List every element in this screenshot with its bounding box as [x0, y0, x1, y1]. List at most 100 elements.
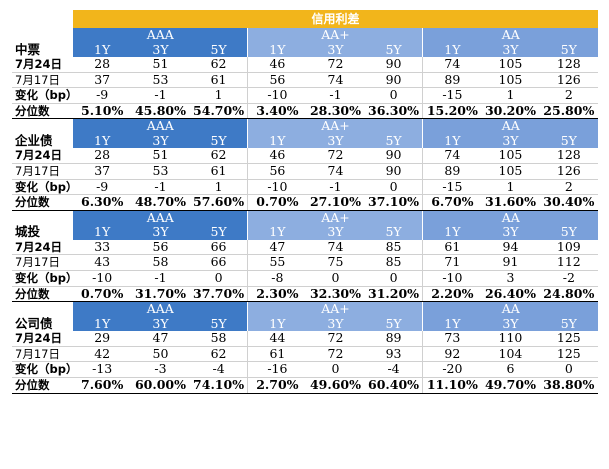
- tenor-header: 3Y: [306, 316, 365, 332]
- table-row: 变化（bp） -10 -1 0 -8 0 0 -10 3 -2: [12, 270, 599, 287]
- table-cell: 74: [306, 72, 365, 89]
- tenor-header: 5Y: [189, 316, 248, 332]
- table-cell: -16: [247, 361, 307, 378]
- table-cell: 1: [189, 87, 248, 104]
- tenor-header: 1Y: [422, 225, 482, 240]
- table-cell: 128: [539, 57, 599, 73]
- table-cell: 37.70%: [189, 286, 248, 303]
- tenor-header: 5Y: [189, 225, 248, 240]
- table-cell: 51: [131, 148, 190, 164]
- table-cell: 85: [364, 239, 423, 256]
- table-cell: 6.70%: [422, 194, 482, 211]
- tenor-header: 1Y: [73, 42, 132, 57]
- table-cell: 105: [481, 163, 540, 180]
- tenor-header: 5Y: [189, 133, 248, 149]
- tenor-header: 1Y: [247, 133, 307, 149]
- table-cell: 2.70%: [247, 377, 307, 394]
- tenor-header: 3Y: [306, 225, 365, 240]
- table-cell: 0: [364, 270, 423, 287]
- table-cell: 128: [539, 148, 599, 164]
- section-name: 企业债: [15, 132, 53, 148]
- table-cell: 89: [422, 72, 482, 89]
- table-cell: 126: [539, 163, 599, 180]
- table-cell: 0: [364, 87, 423, 104]
- tenor-header: 3Y: [131, 225, 190, 240]
- table-cell: 37: [73, 163, 132, 180]
- table-cell: 0: [539, 361, 599, 378]
- credit-spread-table-container: 信用利差 中票 AAA AA+ AA 1Y 3Y 5Y 1Y 3Y 5Y 1Y 3Y 5Y 7月24日 28…: [12, 10, 599, 394]
- table-cell: 74: [306, 239, 365, 256]
- table-cell: 89: [364, 331, 423, 347]
- table-cell: 73: [422, 331, 482, 347]
- table-cell: -8: [247, 270, 307, 287]
- table-cell: 32.30%: [306, 286, 365, 303]
- table-cell: -4: [364, 361, 423, 378]
- table-cell: -3: [131, 361, 190, 378]
- table-cell: -2: [539, 270, 599, 287]
- table-cell: 46: [247, 57, 307, 73]
- table-cell: 89: [422, 163, 482, 180]
- tenor-header-row: 1Y 3Y 5Y 1Y 3Y 5Y 1Y 3Y 5Y: [12, 316, 599, 332]
- table-cell: 47: [247, 239, 307, 256]
- rating-group-header: AA: [422, 210, 599, 226]
- section-header-row: 中票 AAA AA+ AA: [12, 28, 599, 56]
- table-cell: 30.40%: [539, 194, 599, 211]
- table-cell: 74: [422, 148, 482, 164]
- table-cell: 49.60%: [306, 377, 365, 394]
- table-cell: 47: [131, 331, 190, 347]
- table-cell: 29: [73, 331, 132, 347]
- table-cell: 28: [73, 148, 132, 164]
- table-row: 7月17日 43 58 66 55 75 85 71 91 112: [12, 254, 599, 271]
- rating-group-header: AAA: [73, 210, 248, 226]
- table-cell: 56: [247, 163, 307, 180]
- table-cell: 104: [481, 346, 540, 363]
- table-cell: 38.80%: [539, 377, 599, 394]
- tenor-header: 5Y: [364, 225, 423, 240]
- rating-group-header: AA: [422, 301, 599, 317]
- table-cell: -15: [422, 87, 482, 104]
- table-cell: 74.10%: [189, 377, 248, 394]
- table-row: 分位数 0.70% 31.70% 37.70% 2.30% 32.30% 31.20% 2.2…: [12, 286, 599, 303]
- table-cell: 25.80%: [539, 103, 599, 120]
- table-row: 变化（bp） -9 -1 1 -10 -1 0 -15 1 2: [12, 179, 599, 196]
- table-cell: 0: [306, 361, 365, 378]
- tenor-header: 5Y: [364, 133, 423, 149]
- row-label: 7月24日: [12, 331, 73, 347]
- table-cell: 90: [364, 148, 423, 164]
- table-cell: 72: [306, 57, 365, 73]
- table-cell: 66: [189, 254, 248, 271]
- table-cell: 72: [306, 331, 365, 347]
- table-cell: 105: [481, 148, 540, 164]
- table-row: 分位数 6.30% 48.70% 57.60% 0.70% 27.10% 37.10% 6.7…: [12, 194, 599, 211]
- tenor-header: 1Y: [73, 133, 132, 149]
- table-row: 变化（bp） -13 -3 -4 -16 0 -4 -20 6 0: [12, 361, 599, 378]
- table-cell: 62: [189, 346, 248, 363]
- table-cell: 27.10%: [306, 194, 365, 211]
- table-cell: 50: [131, 346, 190, 363]
- table-cell: 49.70%: [481, 377, 540, 394]
- row-label: 7月17日: [12, 163, 73, 180]
- table-cell: 1: [481, 87, 540, 104]
- table-cell: 33: [73, 239, 132, 256]
- section-name: 公司债: [15, 315, 53, 331]
- credit-spread-table: 信用利差 中票 AAA AA+ AA 1Y 3Y 5Y 1Y 3Y 5Y 1Y 3Y 5Y 7月24日 28…: [12, 10, 599, 394]
- tenor-header: 5Y: [539, 225, 599, 240]
- table-row: 变化（bp） -9 -1 1 -10 -1 0 -15 1 2: [12, 87, 599, 104]
- table-cell: 5.10%: [73, 103, 132, 120]
- table-cell: 56: [247, 72, 307, 89]
- rating-group-header: AA+: [247, 118, 423, 134]
- table-cell: 93: [364, 346, 423, 363]
- section-header-row: 城投 AAA AA+ AA: [12, 210, 599, 239]
- table-cell: 3.40%: [247, 103, 307, 120]
- row-label: 变化（bp）: [12, 87, 73, 104]
- table-cell: 62: [189, 148, 248, 164]
- row-label: 分位数: [12, 377, 73, 394]
- tenor-header: 3Y: [481, 225, 540, 240]
- tenor-header-row: 1Y 3Y 5Y 1Y 3Y 5Y 1Y 3Y 5Y: [12, 42, 599, 57]
- table-cell: 110: [481, 331, 540, 347]
- table-cell: 44: [247, 331, 307, 347]
- tenor-header: 5Y: [539, 133, 599, 149]
- tenor-header: 1Y: [422, 42, 482, 57]
- table-cell: 60.00%: [131, 377, 190, 394]
- tenor-header: 1Y: [247, 42, 307, 57]
